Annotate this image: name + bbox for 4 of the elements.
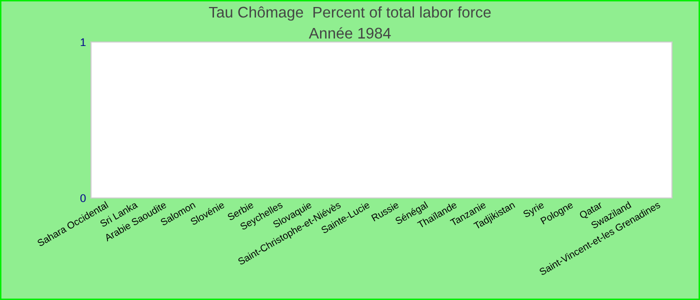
- y-tick-label: 0: [80, 194, 86, 202]
- chart-subtitle: Année 1984: [308, 27, 391, 39]
- chart-title: Tau Chômage Percent of total labor force: [208, 6, 491, 21]
- y-tick-label: 1: [80, 38, 86, 46]
